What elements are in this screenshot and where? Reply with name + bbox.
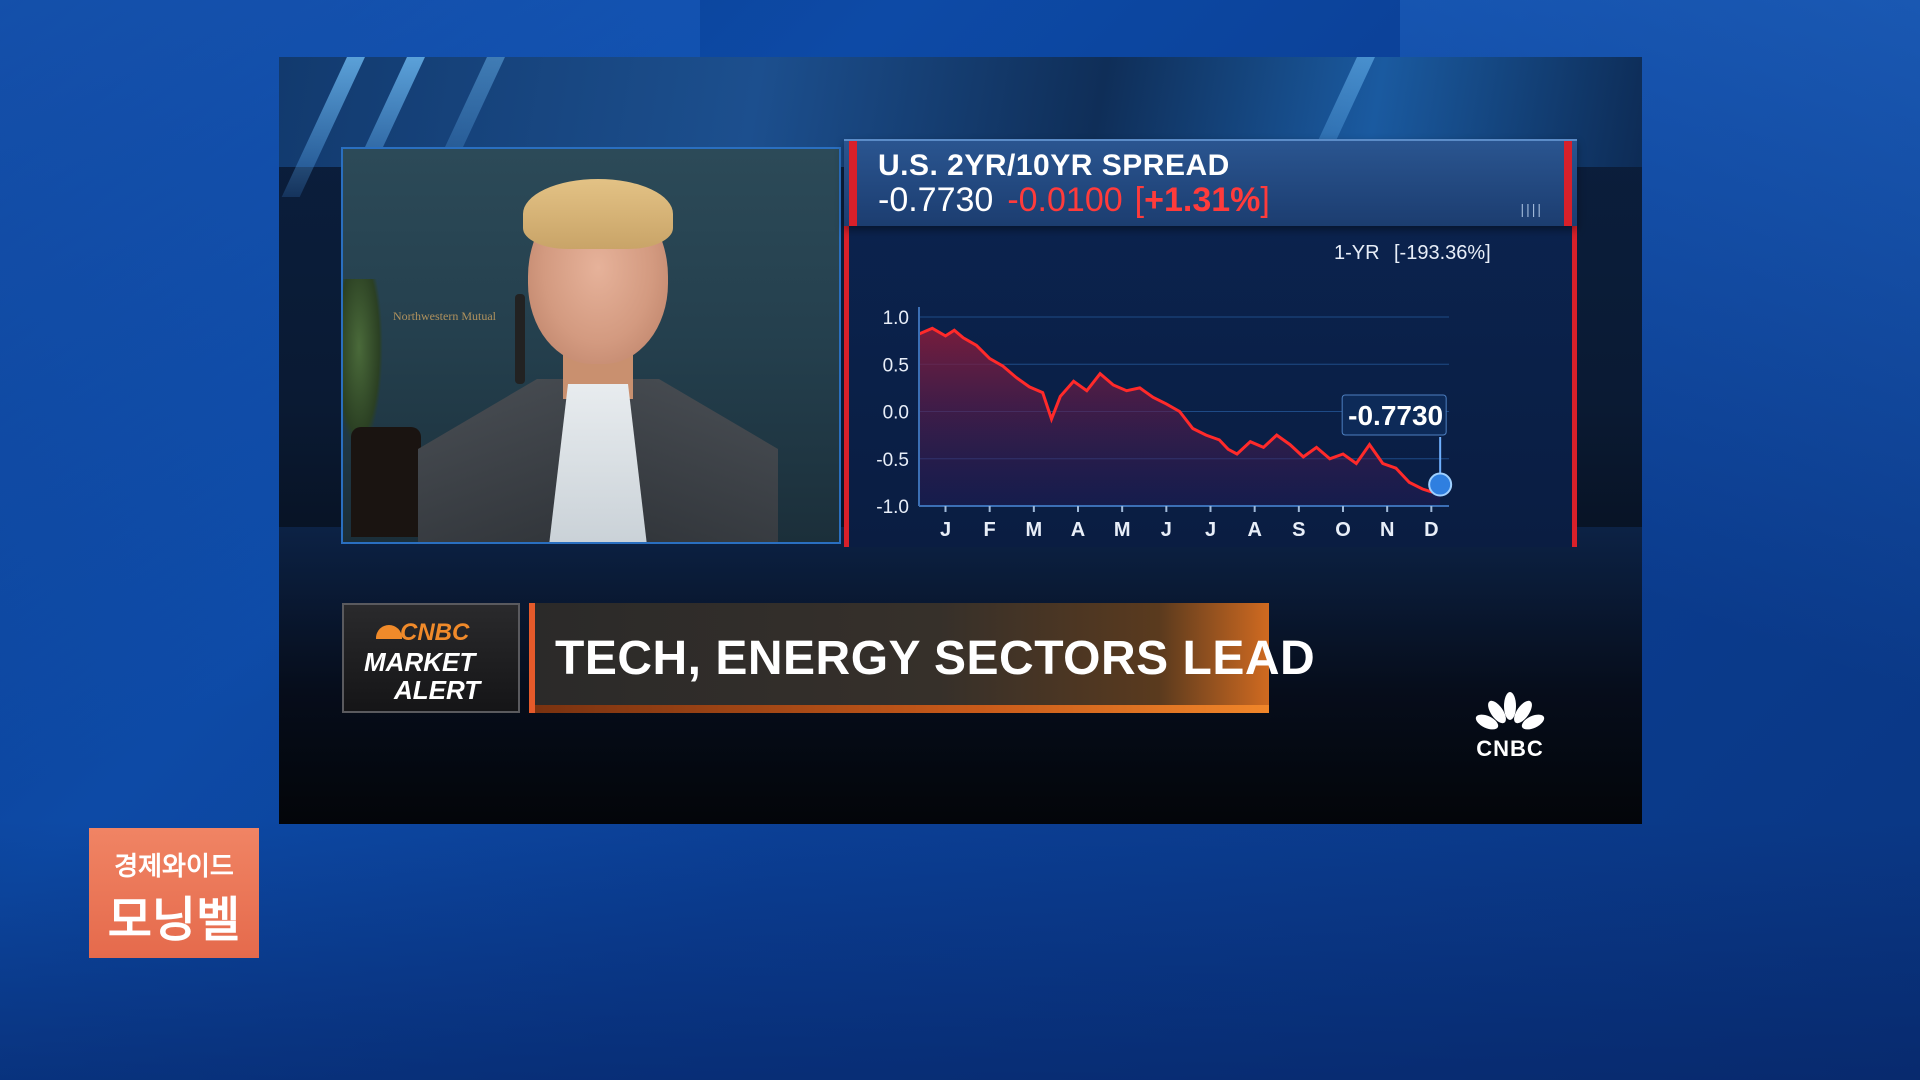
- x-tick-label: M: [1025, 519, 1042, 541]
- x-tick-label: A: [1071, 519, 1085, 541]
- x-tick-label: O: [1335, 519, 1351, 541]
- quote-percent: [+1.31%]: [1134, 181, 1270, 219]
- wall-logo: Northwestern Mutual: [393, 309, 496, 323]
- broadcast-frame: Northwestern Mutual 1.0 0.5 0.0: [279, 57, 1642, 824]
- cnbc-peacock-icon: [376, 625, 402, 639]
- last-value-box: [1341, 394, 1447, 436]
- x-tick-label: N: [1380, 519, 1394, 541]
- series-area: [919, 328, 1441, 506]
- period-change: [-193.36%]: [1394, 242, 1491, 264]
- alert-line-1: MARKET: [364, 647, 476, 677]
- period-label: 1-YR: [1334, 242, 1380, 264]
- x-tick-label: J: [1205, 519, 1216, 541]
- last-value-label: -0.7730: [1348, 400, 1443, 431]
- headline: TECH, ENERGY SECTORS LEAD: [555, 632, 1316, 685]
- cnbc-network-logo: CNBC: [1465, 692, 1555, 766]
- last-value-marker: -0.7730: [1341, 394, 1453, 497]
- headline-bar: TECH, ENERGY SECTORS LEAD: [529, 603, 1315, 713]
- last-value-dot: [1428, 472, 1453, 497]
- quote-percent-value: +1.31%: [1144, 181, 1261, 219]
- alert-line-2: ALERT: [394, 675, 481, 705]
- market-alert-bug: CNBC MARKET ALERT: [342, 603, 520, 713]
- program-badge-line-2: 모닝벨: [107, 894, 241, 947]
- cnbc-peacock-icon: [1475, 692, 1545, 730]
- y-tick-label: -0.5: [876, 450, 909, 471]
- spread-chart-panel: 1.0 0.5 0.0 -0.5 -1.0 J F M A M J J A S O N D 1-YR [-19…: [844, 139, 1577, 547]
- y-tick-label: 0.5: [883, 355, 909, 376]
- x-tick-label: J: [940, 519, 951, 541]
- header-marks: ||||: [1520, 201, 1543, 217]
- program-badge-line-1: 경제와이드: [114, 851, 234, 881]
- x-tick-label: A: [1247, 519, 1261, 541]
- y-tick-label: 1.0: [883, 308, 909, 329]
- headset-icon: [515, 294, 525, 384]
- chair: [351, 427, 421, 537]
- alert-brand: CNBC: [400, 619, 470, 646]
- header-accent-right: [1564, 141, 1572, 226]
- plant: [343, 279, 383, 449]
- x-tick-label: J: [1161, 519, 1172, 541]
- guest: [398, 179, 778, 542]
- chart-title: U.S. 2YR/10YR SPREAD: [878, 149, 1230, 182]
- series-line: [918, 326, 1442, 494]
- hair: [523, 179, 673, 249]
- x-tick-label: D: [1424, 519, 1438, 541]
- x-tick-label: S: [1292, 519, 1305, 541]
- x-tick-label: F: [984, 519, 996, 541]
- x-tick-label: M: [1114, 519, 1131, 541]
- header-accent-left: [849, 141, 857, 226]
- quote-last: -0.7730: [878, 181, 994, 219]
- spread-chart: 1.0 0.5 0.0 -0.5 -1.0 J F M A M J J A S O N D 1-YR [-19…: [876, 242, 1491, 541]
- quote-change: -0.0100: [1007, 181, 1123, 219]
- quote-line: -0.7730 -0.0100 [+1.31%]: [878, 181, 1270, 220]
- chart-header: U.S. 2YR/10YR SPREAD -0.7730 -0.0100 [+1.3…: [844, 139, 1577, 226]
- y-tick-label: -1.0: [876, 497, 909, 518]
- y-tick-labels: 1.0 0.5 0.0 -0.5 -1.0: [876, 308, 909, 518]
- program-badge: 경제와이드 모닝벨: [89, 828, 259, 958]
- y-tick-label: 0.0: [883, 403, 909, 424]
- cnbc-wordmark: CNBC: [1476, 736, 1544, 761]
- guest-video-feed: Northwestern Mutual: [341, 147, 841, 544]
- background-facet-bottom: [0, 820, 1920, 1080]
